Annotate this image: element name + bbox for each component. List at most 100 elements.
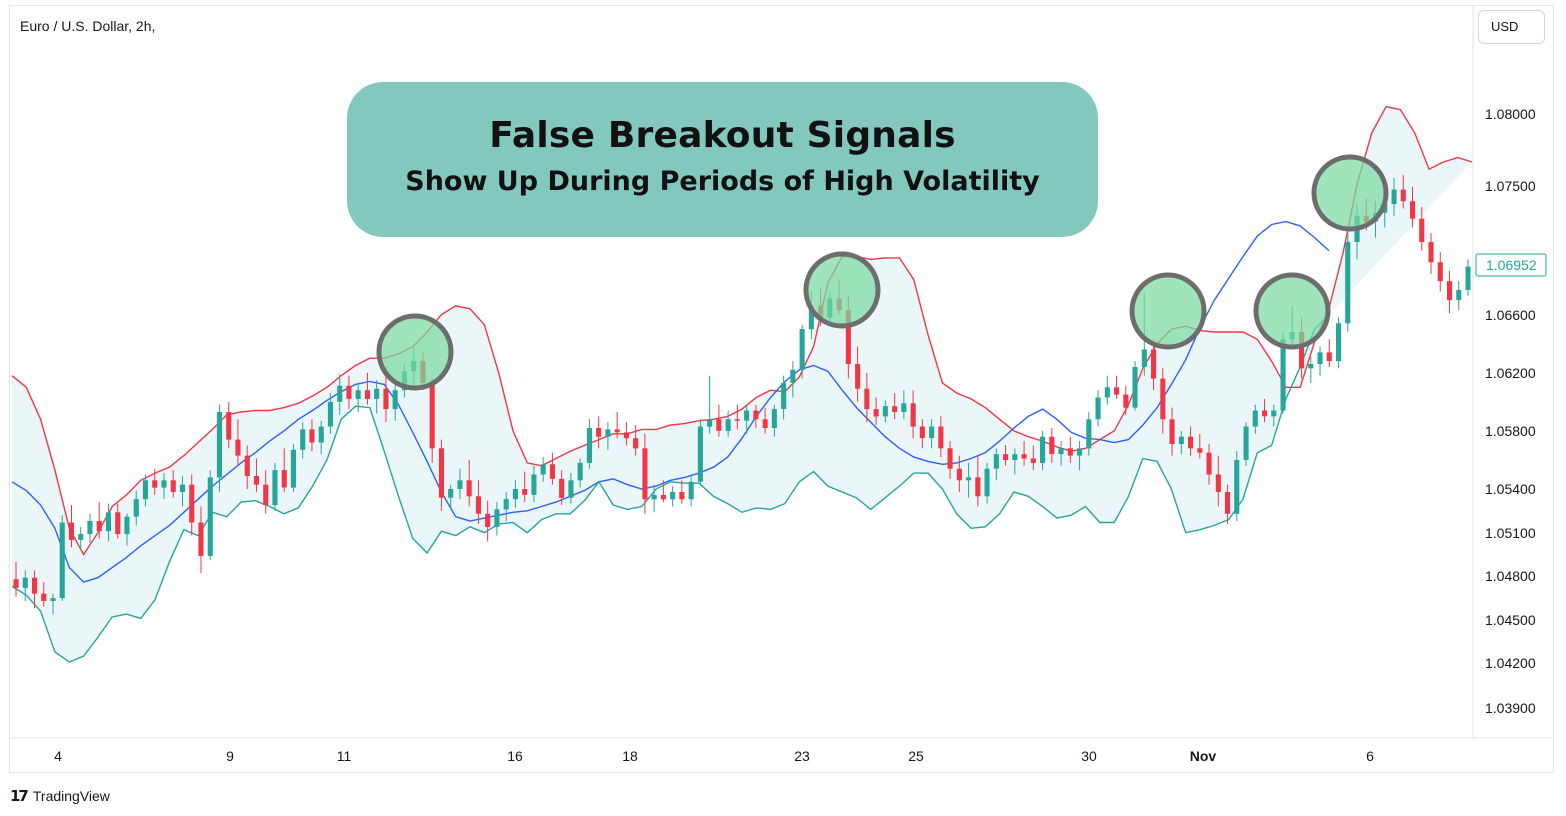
candle	[392, 382, 398, 421]
candle-body	[216, 412, 222, 478]
candle-body	[290, 449, 296, 488]
false-breakout-circle	[376, 313, 454, 391]
candle	[1252, 404, 1258, 434]
candle	[318, 420, 324, 455]
candle-body	[1336, 323, 1342, 362]
candle	[1030, 445, 1036, 471]
price-tick-label: 1.05400	[1485, 481, 1536, 497]
candle-body	[929, 426, 935, 439]
candle-body	[1040, 436, 1046, 463]
candle	[96, 502, 102, 539]
candle	[651, 484, 657, 513]
candle-body	[771, 409, 777, 428]
candle	[1465, 259, 1471, 296]
candle	[1095, 390, 1101, 427]
candle	[1271, 404, 1277, 427]
candle	[309, 419, 315, 452]
candle	[170, 470, 176, 498]
candle-body	[670, 492, 676, 500]
candle-body	[1188, 436, 1194, 449]
candle	[337, 374, 343, 415]
candle	[688, 474, 694, 507]
candle-body	[161, 480, 167, 488]
time-axis[interactable]: 4 9 11 16 18 23 25 30 Nov 6	[54, 748, 1374, 764]
candle	[1086, 412, 1092, 456]
candle-body	[189, 484, 195, 523]
candle	[1206, 443, 1212, 485]
candle-body	[383, 388, 389, 410]
candle	[105, 503, 111, 542]
price-tick-label: 1.04800	[1485, 568, 1536, 584]
candle	[762, 407, 768, 434]
candle	[790, 361, 796, 398]
time-tick-label: 4	[54, 748, 62, 764]
last-price-label: 1.06952	[1486, 257, 1537, 273]
candle-body	[346, 385, 352, 399]
candle	[596, 416, 602, 449]
candle	[725, 410, 731, 437]
candle-body	[568, 480, 574, 498]
candle	[59, 515, 65, 601]
candle-body	[1410, 201, 1416, 219]
candle-body	[105, 512, 111, 532]
candle-body	[1049, 436, 1055, 455]
candle-body	[152, 480, 158, 488]
candle	[614, 412, 620, 439]
candle-body	[448, 489, 454, 498]
candle	[1151, 339, 1157, 391]
candle-body	[503, 499, 509, 510]
candle-body	[50, 598, 56, 601]
candle-body	[78, 534, 84, 540]
time-tick-label: 18	[622, 748, 638, 764]
candle-body	[1299, 332, 1305, 369]
candle	[540, 457, 546, 482]
tradingview-brand[interactable]: 17 TradingView	[10, 787, 110, 805]
candle-body	[1456, 289, 1462, 301]
candle-body	[457, 480, 463, 489]
candle-body	[1243, 426, 1249, 460]
candle-body	[374, 388, 380, 399]
currency-button[interactable]: USD	[1478, 10, 1545, 44]
candle	[1104, 375, 1110, 405]
candle	[115, 503, 121, 539]
price-tick-label: 1.04200	[1485, 655, 1536, 671]
candle	[734, 404, 740, 430]
candle	[161, 473, 167, 500]
last-price-box	[1475, 253, 1547, 277]
candle	[281, 448, 287, 492]
candle	[1188, 426, 1194, 456]
candle-body	[605, 429, 611, 437]
candle	[198, 506, 204, 574]
candle-body	[1391, 189, 1397, 205]
candle	[910, 390, 916, 439]
bollinger-bands	[11, 105, 1473, 663]
candle	[1419, 207, 1425, 251]
candle-body	[512, 489, 518, 500]
candle-body	[1012, 454, 1018, 460]
price-tick-label: 1.04500	[1485, 612, 1536, 628]
candle-body	[475, 496, 481, 514]
candle-body	[263, 484, 269, 506]
candle-body	[1086, 419, 1092, 449]
candle-body	[651, 494, 657, 500]
false-breakout-circle	[1129, 272, 1207, 350]
candle	[559, 470, 565, 506]
candle-body	[13, 579, 19, 588]
candle-body	[993, 454, 999, 469]
candle	[1400, 175, 1406, 209]
candle-body	[882, 406, 888, 417]
candle	[947, 441, 953, 479]
candle-body	[697, 426, 703, 482]
candle	[1308, 356, 1314, 383]
candle	[253, 458, 259, 492]
candle	[679, 480, 685, 504]
candle	[993, 448, 999, 481]
symbol-title[interactable]: Euro / U.S. Dollar, 2h,	[20, 18, 156, 34]
candle	[13, 561, 19, 597]
brand-name: TradingView	[32, 788, 110, 804]
candle	[568, 473, 574, 504]
price-tick-label: 1.03900	[1485, 700, 1536, 716]
price-axis[interactable]: 1.080001.075001.070001.066001.062001.058…	[1475, 106, 1547, 716]
candle	[235, 419, 241, 466]
